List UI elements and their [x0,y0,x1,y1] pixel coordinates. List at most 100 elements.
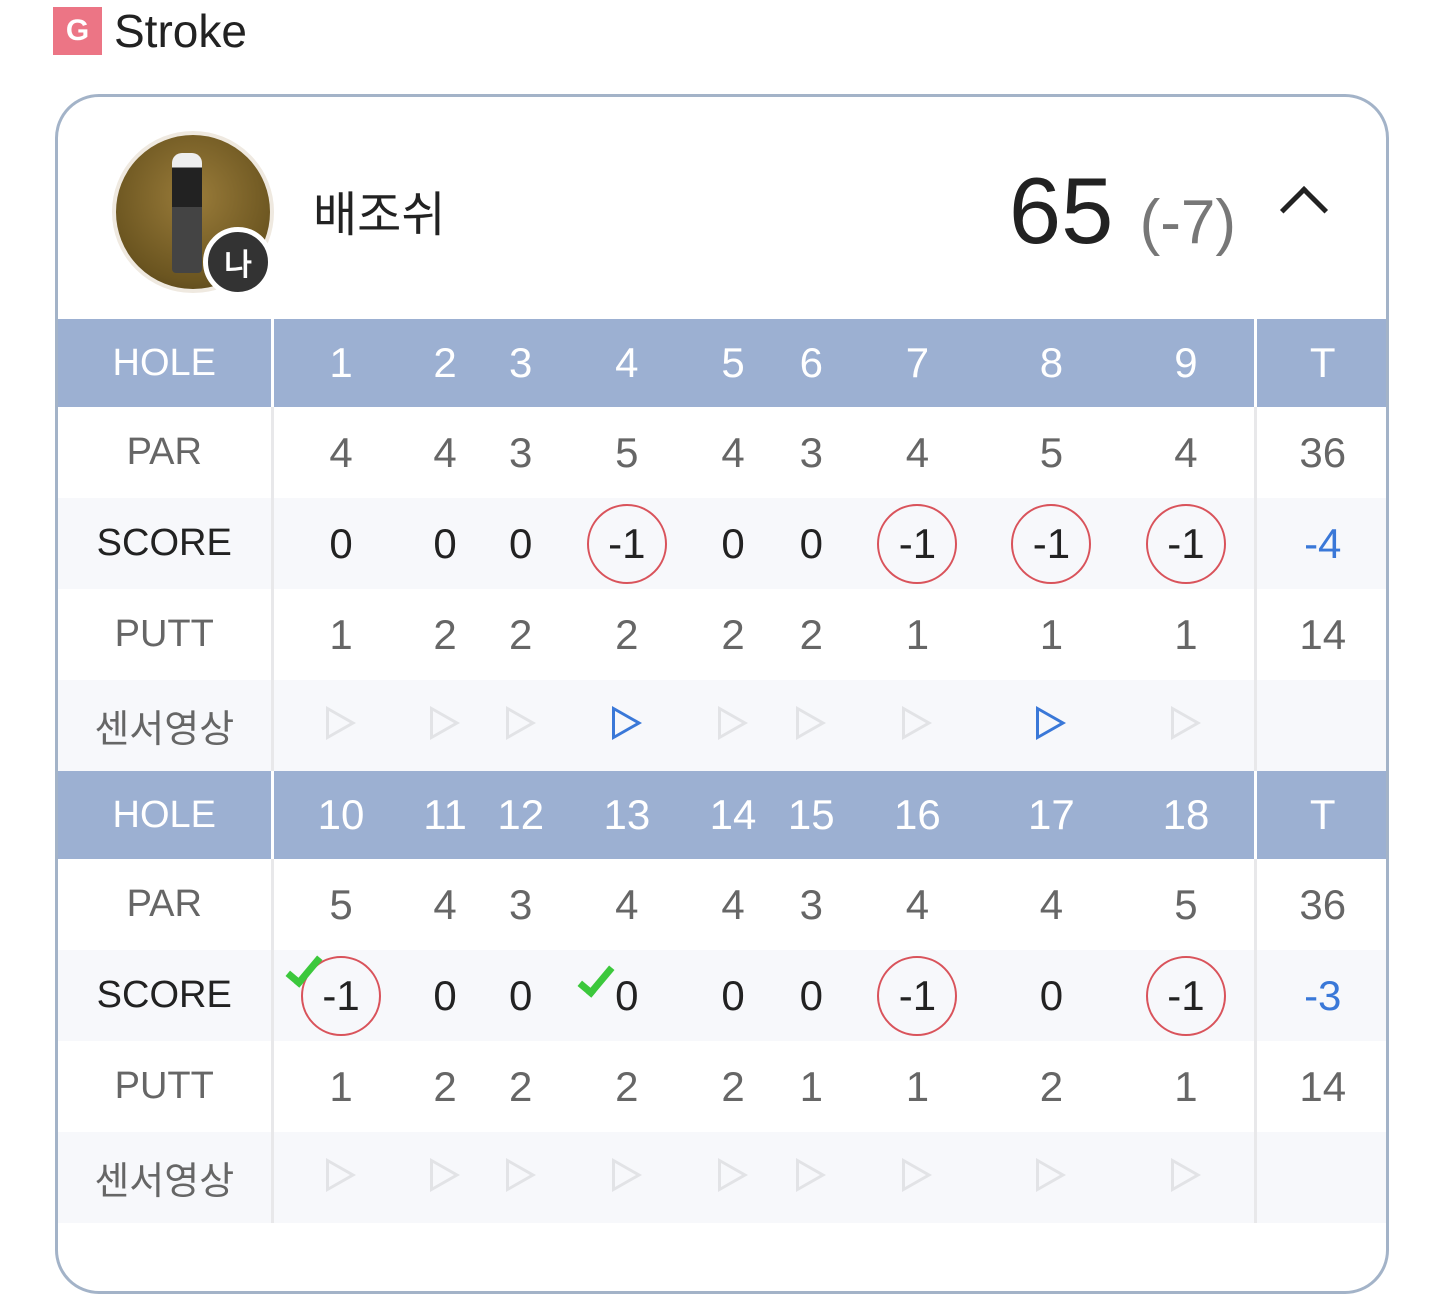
score-total: -3 [1253,950,1386,1041]
video-button[interactable] [772,1132,851,1223]
back-video-row: 센서영상 [58,1132,1386,1223]
video-label: 센서영상 [58,680,274,771]
play-icon [717,1157,748,1192]
score-text: 0 [1039,971,1064,1019]
putt-cell: 2 [1039,1062,1064,1110]
score-value: -1 [1011,503,1092,584]
play-icon [902,705,933,740]
par-cell: 3 [799,880,823,928]
score-value: 0 [433,972,456,1020]
score-value: 0 [577,957,639,1020]
putt-cell: 1 [905,610,930,658]
par-cell: 4 [615,880,639,928]
hole-label: HOLE [58,319,274,407]
video-label: 센서영상 [58,1132,274,1223]
video-button[interactable] [850,1132,985,1223]
video-button[interactable] [1118,1132,1255,1223]
score-total: -4 [1253,498,1386,589]
check-icon [577,957,615,998]
video-button[interactable] [272,1132,409,1223]
hole-cell: 13 [559,771,694,859]
video-button[interactable] [559,680,694,771]
score-value: -1 [1145,503,1226,584]
video-button[interactable] [984,1132,1119,1223]
score-label: SCORE [58,498,274,589]
play-icon [1170,1157,1201,1192]
total-strokes: 65 [1008,158,1114,263]
score-cell: 0 [984,950,1119,1041]
putt-cell: 1 [329,610,353,658]
score-text: 0 [509,971,533,1019]
putt-cell: 2 [721,1062,745,1110]
front-video-row: 센서영상 [58,680,1386,771]
video-button[interactable] [481,680,560,771]
video-button[interactable] [984,680,1119,771]
par-cell: 4 [1174,428,1198,476]
video-button[interactable] [1118,680,1255,771]
score-cell: 0 [559,950,694,1041]
hole-cell: 5 [693,319,773,407]
score-text: 0 [615,971,639,1019]
video-button[interactable] [481,1132,560,1223]
player-name: 배조쉬 [313,189,446,242]
back-hole-row: HOLE 10 11 12 13 14 15 16 17 18 T [58,771,1386,859]
score-cell: -1 [1118,498,1255,589]
putt-cell: 2 [721,610,745,658]
video-button[interactable] [772,680,851,771]
play-icon [611,1157,642,1192]
front-hole-row: HOLE 1 2 3 4 5 6 7 8 9 T [58,319,1386,407]
score-text: 0 [433,519,457,567]
score-text: -1 [1032,519,1071,567]
putt-cell: 1 [905,1062,930,1110]
hole-cell: 17 [984,771,1119,859]
putt-label: PUTT [58,589,274,680]
score-value: -1 [1145,955,1226,1036]
video-button[interactable] [559,1132,694,1223]
par-cell: 4 [905,428,930,476]
video-button[interactable] [693,1132,773,1223]
score-cell: 0 [772,950,851,1041]
play-icon [796,705,827,740]
hole-cell: 6 [772,319,851,407]
hole-label: HOLE [58,771,274,859]
score-text: -1 [898,971,937,1019]
game-logo: G [53,7,102,55]
score-cell: 0 [693,498,773,589]
play-icon [430,705,461,740]
score-text: 0 [433,971,457,1019]
score-text: 0 [509,519,533,567]
score-value: 0 [721,520,744,568]
score-cell: 0 [272,498,409,589]
back-par-row: PAR 5 4 3 4 4 3 4 4 5 36 [58,859,1386,950]
hole-cell: 18 [1118,771,1255,859]
video-button[interactable] [850,680,985,771]
collapse-chevron-up-icon[interactable] [1279,185,1329,235]
me-badge: 나 [203,227,273,297]
par-cell: 4 [433,880,457,928]
front-score-row: SCORE 0 0 0 -1 0 0 -1 -1 -1 -4 [58,498,1386,589]
score-text: 0 [799,971,823,1019]
par-cell: 4 [329,428,353,476]
putt-total: 14 [1253,1041,1386,1132]
page-title: Stroke [114,5,247,57]
par-total: 36 [1253,407,1386,498]
video-button[interactable] [408,680,482,771]
score-text: 0 [721,519,745,567]
score-text: -1 [1167,519,1205,567]
putt-cell: 1 [329,1062,353,1110]
back-putt-row: PUTT 1 2 2 2 2 1 1 2 1 14 [58,1041,1386,1132]
play-icon [430,1157,461,1192]
score-cell: 0 [772,498,851,589]
score-cell: -1 [984,498,1119,589]
score-cell: 0 [693,950,773,1041]
video-button[interactable] [693,680,773,771]
play-icon [611,705,642,740]
play-icon [796,1157,827,1192]
total-score: 65 (-7) [1009,157,1236,265]
video-button[interactable] [408,1132,482,1223]
hole-cell: 8 [984,319,1119,407]
score-value: -1 [877,503,958,584]
score-value: -1 [877,955,958,1036]
video-button[interactable] [272,680,409,771]
par-cell: 4 [1039,880,1064,928]
